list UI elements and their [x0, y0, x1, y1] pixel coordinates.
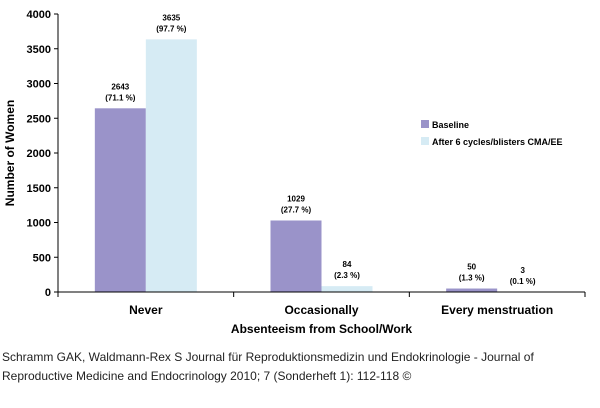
bar-baseline — [270, 220, 322, 292]
bar-value-label: 2643 — [111, 82, 129, 91]
bar-percent-label: (97.7 %) — [156, 24, 187, 33]
bar-data-labels: 2643 (71.1 %) 3635 (97.7 %) 1029 (27.7 %) 84 (2… — [105, 13, 536, 285]
bar-after-6-cycles — [145, 39, 197, 293]
bar-value-label: 84 — [343, 260, 352, 269]
y-tick-label: 3000 — [27, 79, 51, 91]
bar-value-label: 50 — [467, 263, 476, 272]
bar-percent-label: (0.1 %) — [510, 277, 536, 286]
y-tick-label: 0 — [45, 287, 51, 299]
bar-value-label: 3 — [520, 266, 525, 275]
bar-percent-label: (71.1 %) — [105, 93, 136, 102]
x-category-label: Every menstruation — [441, 303, 553, 317]
legend-swatch — [421, 137, 429, 145]
legend: Baseline After 6 cycles/blisters CMA/EE — [421, 120, 563, 147]
bar-value-label: 1029 — [287, 194, 305, 203]
x-category-label: Never — [129, 303, 163, 317]
y-tick-label: 4000 — [27, 9, 51, 21]
bar-percent-label: (2.3 %) — [334, 271, 360, 280]
bar-chart: 0 500 1000 1500 2000 2500 3000 3500 4000 2643 (71… — [3, 9, 586, 336]
y-tick-label: 1500 — [27, 183, 51, 195]
caption-line-2: Reproductive Medicine and Endocrinology … — [2, 369, 412, 383]
x-axis-title: Absenteeism from School/Work — [231, 322, 412, 336]
y-tick-label: 1000 — [27, 218, 51, 230]
bar-value-label: 3635 — [162, 13, 180, 22]
citation-caption: Schramm GAK, Waldmann-Rex S Journal für … — [2, 348, 592, 386]
y-axis-ticks: 0 500 1000 1500 2000 2500 3000 3500 4000 — [27, 9, 58, 299]
y-tick-label: 3500 — [27, 44, 51, 56]
bar-baseline — [94, 108, 146, 293]
bar-series — [94, 39, 549, 293]
y-tick-label: 2000 — [27, 148, 51, 160]
y-axis-title: Number of Women — [3, 100, 17, 206]
bar-after-6-cycles — [321, 286, 373, 292]
caption-line-1: Schramm GAK, Waldmann-Rex S Journal für … — [2, 350, 534, 364]
x-category-label: Occasionally — [284, 303, 358, 317]
y-tick-label: 2500 — [27, 113, 51, 125]
bar-percent-label: (1.3 %) — [459, 274, 485, 283]
legend-label: Baseline — [432, 120, 469, 130]
y-tick-label: 500 — [33, 252, 51, 264]
bar-percent-label: (27.7 %) — [281, 205, 312, 214]
bar-baseline — [446, 288, 498, 292]
legend-swatch — [421, 120, 429, 128]
x-axis-categories: Never Occasionally Every menstruation — [57, 292, 586, 317]
legend-label: After 6 cycles/blisters CMA/EE — [432, 137, 563, 147]
